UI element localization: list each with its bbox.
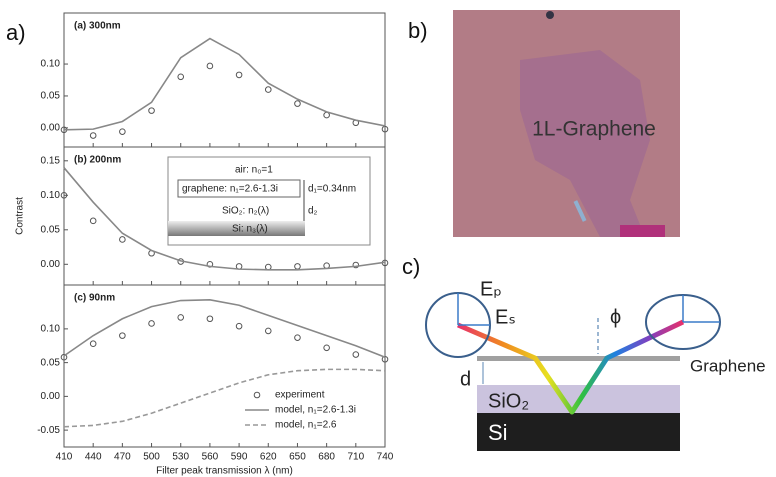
diagram: Eₚ Eₛ ϕ Graphene d SiO₂ Si <box>426 278 766 451</box>
plot-frame <box>64 13 385 147</box>
x-tick-label: 530 <box>172 452 189 463</box>
x-tick-label: 560 <box>202 452 219 463</box>
x-tick-label: 440 <box>85 452 102 463</box>
y-tick-label: 0.00 <box>41 122 61 133</box>
phi-label: ϕ <box>610 306 621 328</box>
data-point <box>120 237 126 243</box>
data-point <box>120 129 126 135</box>
y-tick-label: 0.15 <box>41 155 61 166</box>
y-tick-label: 0.00 <box>41 391 61 402</box>
data-point <box>149 321 155 327</box>
photo-label: 1L-Graphene <box>532 118 656 141</box>
panel-label: b) <box>408 18 428 43</box>
x-tick-label: 500 <box>143 452 160 463</box>
legend-label: model, n₁=2.6-1.3i <box>275 405 356 416</box>
legend-label: experiment <box>275 390 325 401</box>
inset-d1: d₁=0.34nm <box>308 184 356 195</box>
sio2-label: SiO₂ <box>488 390 529 412</box>
model-line <box>64 369 385 426</box>
data-point <box>149 108 155 114</box>
data-point <box>265 87 271 93</box>
si-label: Si <box>488 420 508 445</box>
panel-label: c) <box>402 254 420 279</box>
x-tick-label: 410 <box>56 452 73 463</box>
graphene-label: Graphene <box>690 356 766 375</box>
inset-graphene: graphene: n₁=2.6-1.3i <box>182 184 278 195</box>
y-tick-label: 0.10 <box>41 324 61 335</box>
data-point <box>324 345 330 351</box>
y-tick-label: -0.05 <box>37 425 60 436</box>
model-line <box>64 300 385 357</box>
data-point <box>90 133 96 139</box>
panel-label: a) <box>6 20 26 45</box>
page: {"figure": {"panel_labels": ["a)", "b)",… <box>0 0 776 477</box>
data-point <box>120 333 126 339</box>
ep-label: Eₚ <box>480 278 502 300</box>
data-point <box>295 335 301 341</box>
x-tick-label: 740 <box>377 452 394 463</box>
model-line <box>64 39 385 130</box>
es-label: Eₛ <box>495 306 516 328</box>
x-tick-label: 620 <box>260 452 277 463</box>
inset: air: n₀=1 graphene: n₁=2.6-1.3i d₁=0.34n… <box>168 157 370 245</box>
y-tick-label: 0.00 <box>41 259 61 270</box>
x-tick-label: 650 <box>289 452 306 463</box>
panel-title: (b) 200nm <box>74 155 121 166</box>
x-tick-label: 710 <box>347 452 364 463</box>
inset-air: air: n₀=1 <box>235 165 273 176</box>
data-point <box>178 315 184 321</box>
data-point <box>178 74 184 80</box>
data-point <box>265 328 271 334</box>
y-axis-label: Contrast <box>15 197 26 235</box>
inset-sio2: SiO₂: n₂(λ) <box>222 206 269 217</box>
y-tick-label: 0.05 <box>41 357 61 368</box>
micrograph: 1L-Graphene <box>453 10 680 237</box>
panel-title: (c) 90nm <box>74 293 115 304</box>
x-tick-label: 680 <box>318 452 335 463</box>
x-tick-label: 470 <box>114 452 131 463</box>
data-point <box>90 341 96 347</box>
figure: a) b) c) 1L-Graphene Eₚ Eₛ ϕ Graphene d … <box>0 0 776 477</box>
panel-title: (a) 300nm <box>74 21 121 32</box>
y-tick-label: 0.05 <box>41 224 61 235</box>
d-label: d <box>460 368 471 390</box>
y-tick-label: 0.10 <box>41 59 61 70</box>
legend-marker <box>254 392 260 398</box>
inset-si: Si: n₃(λ) <box>232 224 268 235</box>
data-point <box>90 218 96 224</box>
inset-d2: d₂ <box>308 206 318 217</box>
x-axis-label: Filter peak transmission λ (nm) <box>156 466 293 477</box>
data-point <box>207 63 213 69</box>
data-point <box>353 352 359 358</box>
data-point <box>207 316 213 322</box>
data-point <box>236 72 242 78</box>
y-tick-label: 0.05 <box>41 91 61 102</box>
data-point <box>236 323 242 329</box>
legend-label: model, n₁=2.6 <box>275 420 337 431</box>
x-tick-label: 590 <box>231 452 248 463</box>
y-tick-label: 0.10 <box>41 190 61 201</box>
data-point <box>295 264 301 270</box>
data-point <box>295 101 301 107</box>
